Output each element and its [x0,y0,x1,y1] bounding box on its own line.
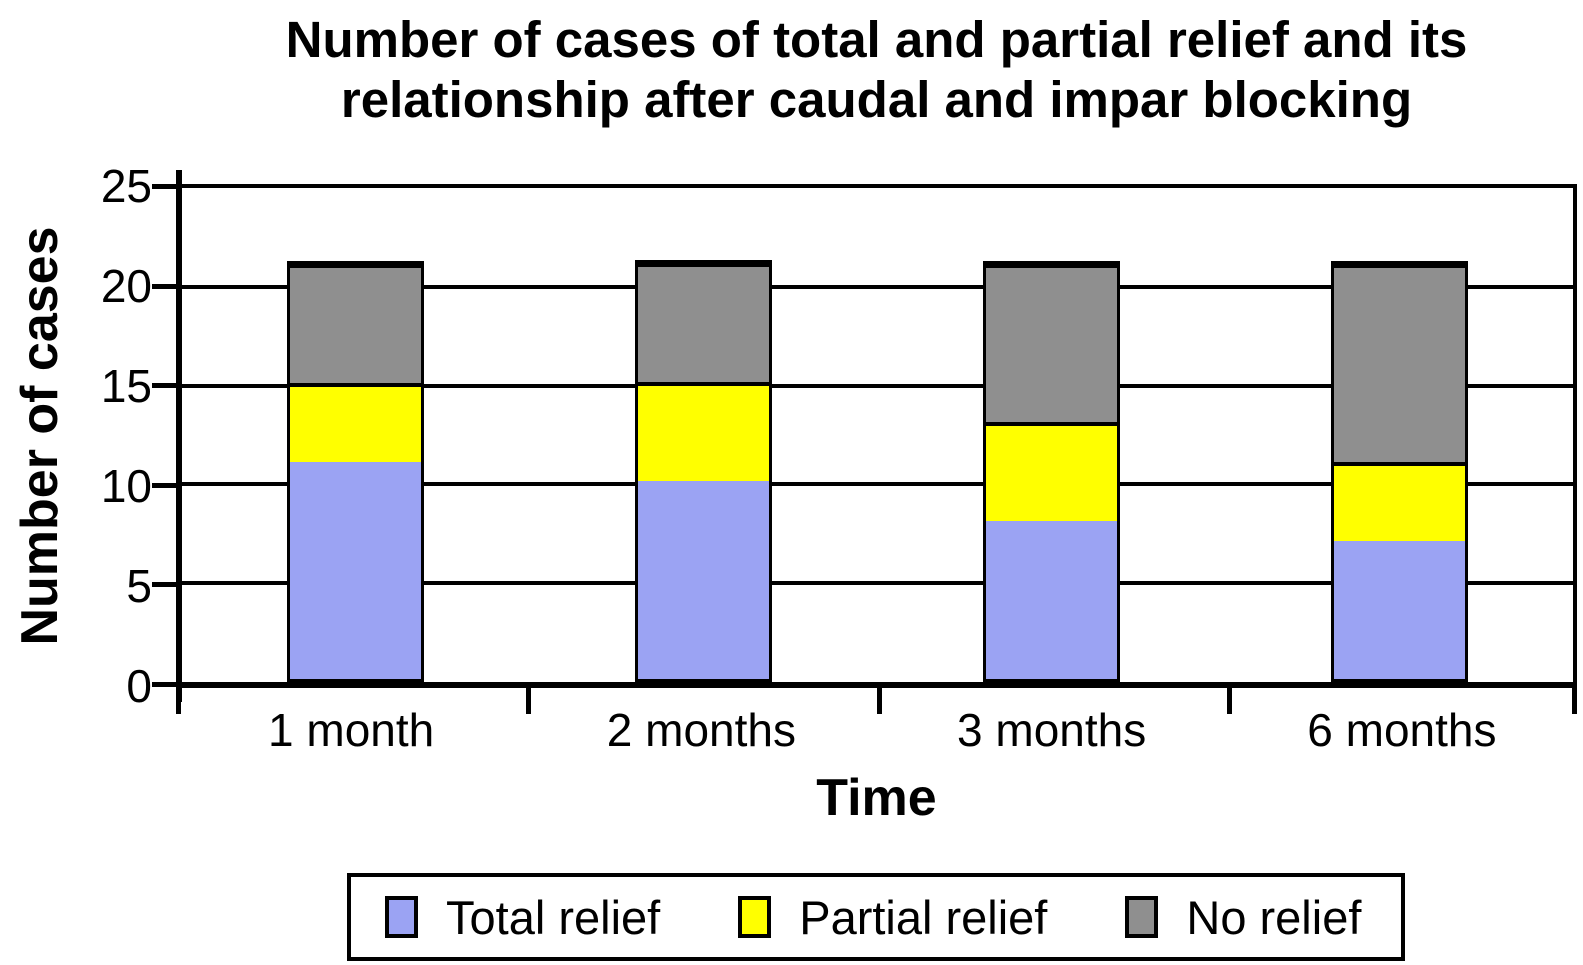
x-category-label-2-months: 2 months [606,704,796,756]
legend: Total relief Partial relief No relief [347,873,1405,961]
x-category-label-6-months: 6 months [1307,704,1497,756]
bar-2-months [635,260,773,682]
chart-title-line2: relationship after caudal and impar bloc… [340,71,1413,128]
y-axis-extension-top [176,170,182,184]
y-tick-mark-25 [152,184,176,189]
y-tick-marks [152,184,176,694]
bar-segment-total-relief [1333,541,1465,679]
y-tick-label-15: 15 [100,360,152,412]
legend-label-total-relief: Total relief [446,890,661,944]
x-category-labels: 1 month 2 months 3 months 6 months [176,702,1577,758]
bar-segment-total-relief [290,462,422,679]
x-tick-mark-0 [176,686,181,714]
y-tick-mark-0 [152,682,176,687]
y-tick-label-0: 0 [126,660,152,712]
legend-swatch-no-relief [1125,896,1159,938]
gridline-20 [182,284,1573,289]
y-tick-label-5: 5 [126,560,152,612]
legend-entry-no-relief: No relief [1125,890,1361,945]
bar-6-months [1330,261,1468,682]
y-tick-label-25: 25 [100,160,152,212]
x-category-label-1-month: 1 month [268,704,435,756]
chart-title-line1: Number of cases of total and partial rel… [285,11,1468,68]
y-tick-mark-20 [152,283,176,289]
legend-swatch-total-relief [385,896,418,938]
x-tick-mark-2 [876,686,882,714]
y-tick-mark-5 [152,582,176,588]
bar-3-months [982,261,1120,682]
legend-entry-partial-relief: Partial relief [738,890,1047,945]
gridline-15 [182,383,1573,388]
bar-segment-no-relief [638,263,770,382]
y-tick-label-10: 10 [100,460,152,512]
x-tick-mark-4 [1572,686,1577,714]
y-tick-labels: 0 5 10 15 20 25 [52,160,152,712]
bar-1-month [287,261,425,682]
y-tick-label-20: 20 [100,260,152,312]
x-tick-mark-3 [1226,686,1232,714]
x-category-label-3-months: 3 months [957,704,1147,756]
gridline-5 [182,581,1573,586]
bar-segment-partial-relief [638,382,770,481]
bar-segment-no-relief [1333,264,1465,462]
legend-swatch-partial-relief [738,896,772,938]
bar-segment-partial-relief [290,383,422,462]
legend-entry-total-relief: Total relief [385,890,660,945]
x-tick-marks [176,686,1577,714]
x-tick-mark-1 [526,686,532,714]
bar-segment-partial-relief [985,422,1117,521]
bar-segment-no-relief [985,264,1117,422]
chart-title: Number of cases of total and partial rel… [176,10,1577,130]
y-tick-mark-15 [152,383,176,389]
y-tick-mark-10 [152,482,176,488]
gridline-10 [182,482,1573,487]
bar-segment-no-relief [290,264,422,383]
plot-area [176,184,1577,688]
legend-label-partial-relief: Partial relief [799,890,1048,944]
bar-segment-partial-relief [1333,462,1465,541]
bar-segment-total-relief [985,521,1117,679]
x-axis-title: Time [816,769,937,827]
legend-label-no-relief: No relief [1186,890,1362,944]
bar-segment-total-relief [638,481,770,679]
